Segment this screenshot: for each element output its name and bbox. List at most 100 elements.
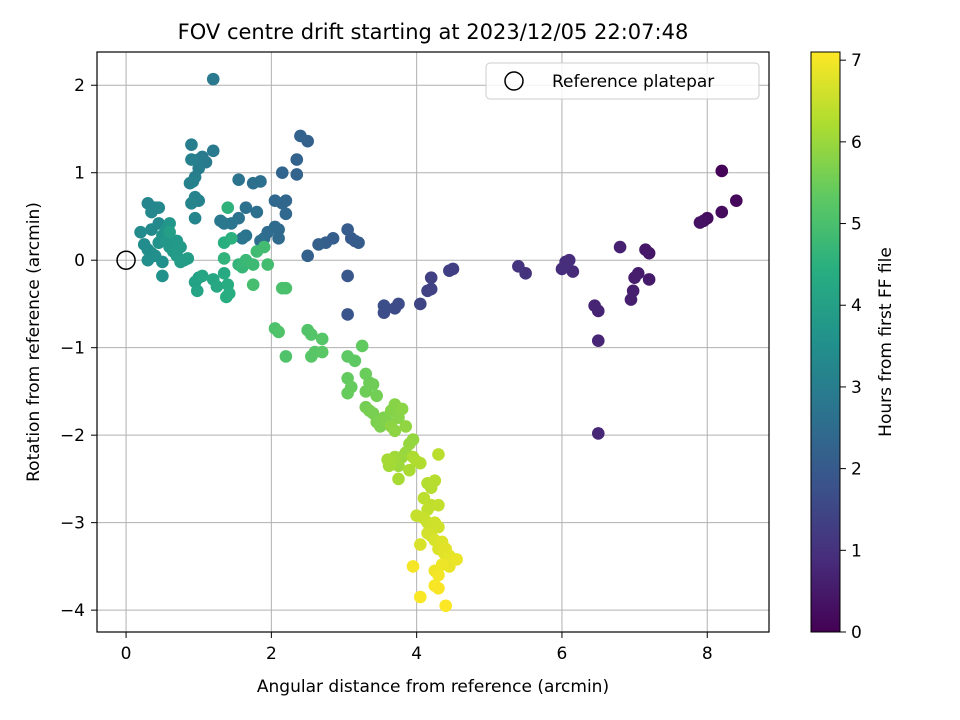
data-point (588, 299, 601, 312)
data-point (443, 264, 456, 278)
data-point (432, 581, 445, 595)
data-point (624, 293, 638, 306)
x-tick-label: 0 (121, 644, 132, 664)
legend-label: Reference platepar (552, 72, 714, 92)
data-point (239, 201, 253, 215)
data-point (305, 350, 318, 363)
data-point (421, 284, 434, 298)
y-tick-label: −3 (60, 514, 85, 534)
data-point (134, 225, 147, 239)
colorbar-tick-label: 1 (851, 541, 862, 561)
data-point (196, 269, 209, 283)
data-point (206, 72, 220, 86)
legend-box (485, 62, 760, 100)
data-point (591, 334, 605, 347)
data-point (206, 144, 220, 158)
data-point (341, 223, 354, 236)
colorbar-tick-label: 0 (851, 623, 862, 643)
colorbar-gradient (810, 51, 841, 633)
data-point (439, 599, 453, 613)
data-point (381, 453, 394, 466)
chart-title: FOV centre drift starting at 2023/12/05 … (178, 20, 689, 44)
data-point (428, 474, 442, 487)
data-point (268, 194, 282, 208)
data-point (214, 214, 227, 228)
data-point (188, 211, 202, 225)
reference-platepar-marker (116, 250, 136, 270)
data-point (341, 308, 354, 321)
data-point (432, 520, 445, 534)
data-point (613, 240, 627, 254)
data-point (301, 249, 314, 263)
data-point (185, 197, 198, 210)
data-point (315, 345, 329, 359)
data-point (512, 260, 525, 273)
data-point (217, 252, 231, 265)
colorbar-label: Hours from first FF file (876, 247, 896, 437)
colorbar-ticks: 0 1 2 3 4 5 6 7 (840, 51, 862, 643)
data-point (246, 258, 260, 271)
colorbar: 0 1 2 3 4 5 6 7 Hours from first FF file (810, 51, 896, 643)
data-point (246, 176, 260, 190)
data-point (156, 269, 169, 283)
data-point (341, 386, 354, 400)
data-point (730, 194, 743, 208)
data-point (290, 168, 304, 181)
data-point (413, 538, 427, 551)
data-point (715, 164, 729, 178)
data-point (642, 273, 656, 286)
data-point (341, 269, 354, 283)
colorbar-tick-label: 5 (851, 215, 862, 235)
data-point (275, 166, 289, 180)
data-point (413, 456, 427, 470)
x-tick-label: 6 (557, 644, 568, 664)
data-point (555, 262, 569, 276)
data-point (424, 271, 438, 285)
y-tick-label: 0 (74, 251, 85, 271)
data-point (639, 243, 652, 257)
legend: Reference platepar (485, 62, 760, 100)
data-point (272, 232, 285, 245)
data-point (220, 290, 233, 304)
data-point (312, 238, 325, 251)
data-point (290, 153, 304, 166)
data-point (377, 299, 391, 312)
data-point (305, 328, 318, 341)
data-point (432, 448, 445, 461)
data-point (152, 201, 166, 215)
colorbar-tick-label: 7 (851, 51, 862, 71)
data-point (246, 278, 260, 291)
data-point (392, 472, 405, 486)
legend-marker-open-circle-icon (504, 71, 524, 91)
y-tick-label: −4 (60, 601, 85, 621)
data-point (294, 129, 307, 143)
data-point (261, 258, 275, 271)
data-point (250, 205, 264, 219)
plot-frame (96, 51, 770, 633)
y-axis-label: Rotation from reference (arcmin) (24, 202, 44, 482)
data-point (181, 252, 195, 265)
y-axis-ticks: 2 1 0 −1 −2 −3 −4 (60, 76, 97, 621)
colorbar-tick-label: 3 (851, 378, 862, 398)
data-point (388, 424, 402, 438)
colorbar-tick-label: 2 (851, 460, 862, 480)
data-point (566, 265, 580, 278)
data-point (279, 281, 293, 295)
data-point (399, 420, 413, 433)
y-tick-label: 2 (74, 76, 85, 96)
data-point (388, 302, 402, 315)
x-tick-label: 2 (266, 644, 277, 664)
data-point (628, 271, 641, 285)
data-point (257, 240, 271, 254)
data-point (232, 173, 245, 187)
colorbar-tick-label: 4 (851, 296, 862, 316)
y-tick-label: −2 (60, 426, 85, 446)
data-point (235, 232, 249, 245)
data-point (163, 217, 176, 230)
data-point (163, 225, 176, 239)
data-point (406, 560, 420, 573)
data-point (217, 267, 231, 280)
data-point (591, 427, 605, 440)
data-points (134, 72, 743, 613)
